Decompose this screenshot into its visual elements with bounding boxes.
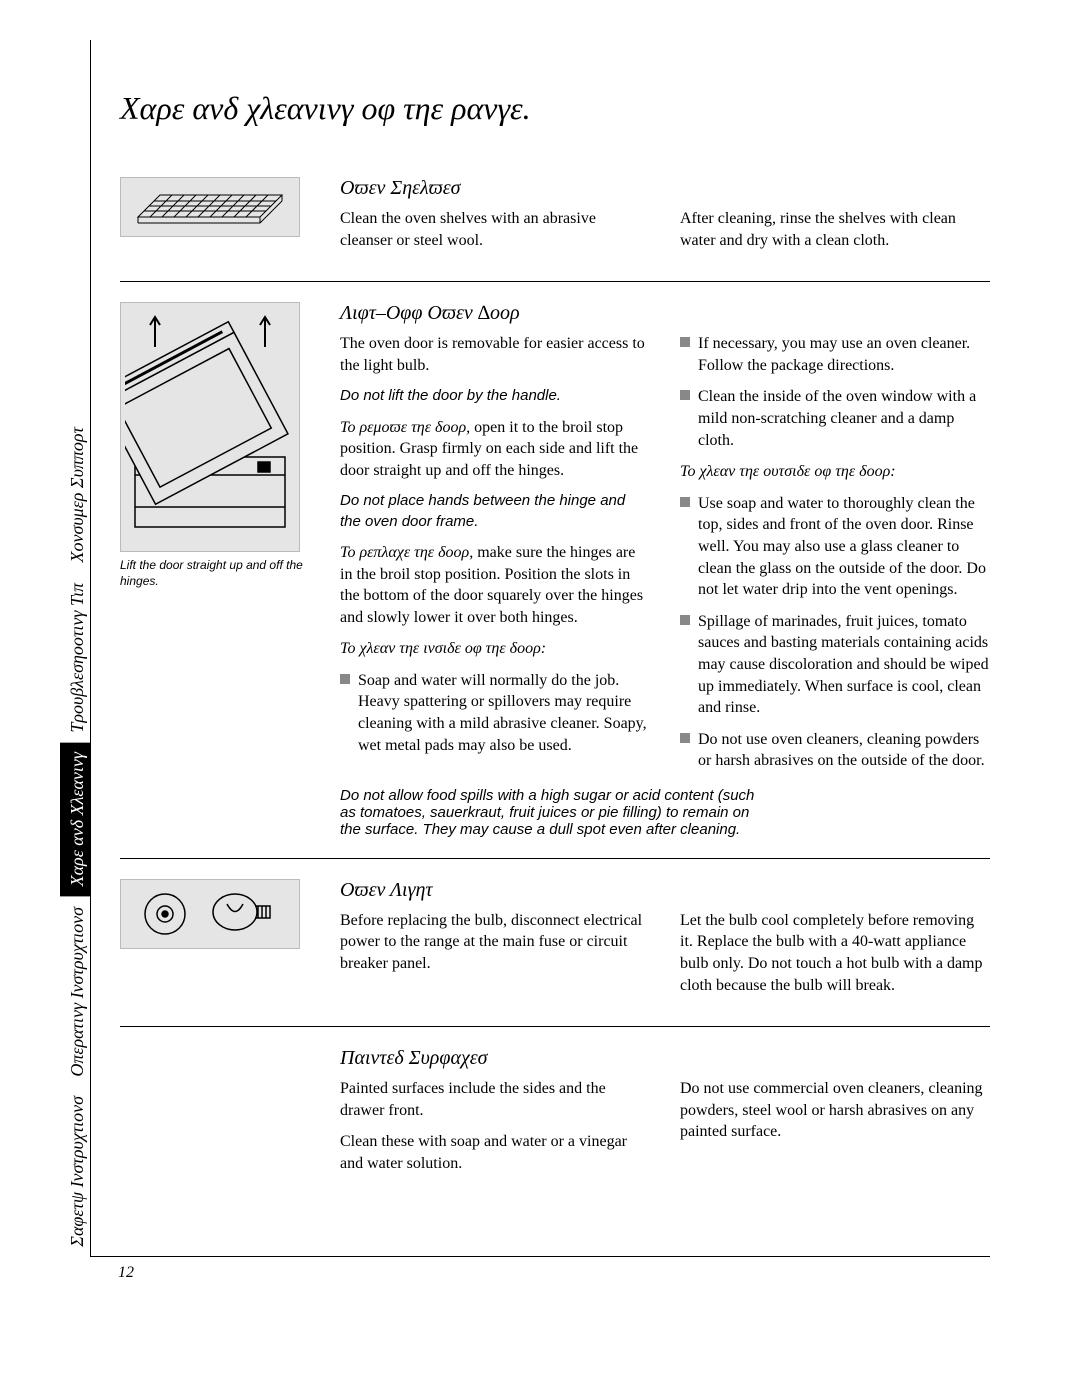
light-right: Let the bulb cool completely before remo… [680,910,990,996]
door-p2: Do not lift the door by the handle. [340,386,650,406]
painted-left1: Painted surfaces include the sides and t… [340,1078,650,1121]
page-title: Χαρε ανδ χλεανινγ οφ τηε ρανγε. [120,90,990,127]
page-content: Χαρε ανδ χλεανινγ οφ τηε ρανγε. [120,60,990,1205]
painted-heading: Παιντεδ Συρφαχεσ [340,1047,990,1070]
door-p4: Do not place hands between the hinge and… [340,491,650,532]
section-door: Lift the door straight up and off the hi… [120,281,990,858]
shelf-illustration [120,177,300,237]
shelves-heading: Οϖεν Σηελϖεσ [340,177,990,200]
door-p3: Το ρεμοϖε τηε δοορ, open it to the broil… [340,417,650,482]
door-warning: Do not allow food spills with a high sug… [340,787,763,838]
door-right-li1: If necessary, you may use an oven cleane… [680,333,990,376]
door-right-li2: Clean the inside of the oven window with… [680,386,990,451]
shelves-right: After cleaning, rinse the shelves with c… [680,208,990,251]
tab-safety: Σαφετψ Ινστρυχτιονσ [60,1086,90,1257]
door-outside-li2: Spillage of marinades, fruit juices, tom… [680,611,990,719]
door-outside-li1: Use soap and water to thoroughly clean t… [680,493,990,601]
door-illustration [120,302,300,552]
door-p1: The oven door is removable for easier ac… [340,333,650,376]
door-heading: Λιφτ–Οφφ Οϖεν ∆οορ [340,302,990,325]
light-left: Before replacing the bulb, disconnect el… [340,910,650,975]
section-shelves: Οϖεν Σηελϖεσ Clean the oven shelves with… [120,157,990,281]
side-tabs: Σαφετψ Ινστρυχτιονσ Οπερατινγ Ινστρυχτιο… [60,40,90,1257]
light-heading: Οϖεν Λιγητ [340,879,990,902]
light-illustration [120,879,300,949]
door-sub1: Το χλεαν τηε ινσιδε οφ τηε δοορ: [340,638,650,660]
tab-troubleshooting: Τρουβλεσηοοτινγ Τιπ [60,573,90,743]
page-number: 12 [118,1264,134,1282]
tab-care-cleaning: Χαρε ανδ Χλεανινγ [60,742,90,896]
door-sub2: Το χλεαν τηε ουτσιδε οφ τηε δοορ: [680,461,990,483]
tab-consumer-support: Χονσυμερ Συππορτ [60,417,90,572]
tab-operating: Οπερατινγ Ινστρυχτιονσ [60,897,90,1087]
door-p5: Το ρεπλαχε τηε δοορ, make sure the hinge… [340,542,650,628]
painted-right: Do not use commercial oven cleaners, cle… [680,1078,990,1143]
section-painted: Παιντεδ Συρφαχεσ Painted surfaces includ… [120,1026,990,1204]
painted-left2: Clean these with soap and water or a vin… [340,1131,650,1174]
shelves-left: Clean the oven shelves with an abrasive … [340,208,650,251]
door-inside-li1: Soap and water will normally do the job.… [340,670,650,756]
door-caption: Lift the door straight up and off the hi… [120,558,320,589]
section-light: Οϖεν Λιγητ Before replacing the bulb, di… [120,858,990,1026]
door-outside-li3: Do not use oven cleaners, cleaning powde… [680,729,990,772]
